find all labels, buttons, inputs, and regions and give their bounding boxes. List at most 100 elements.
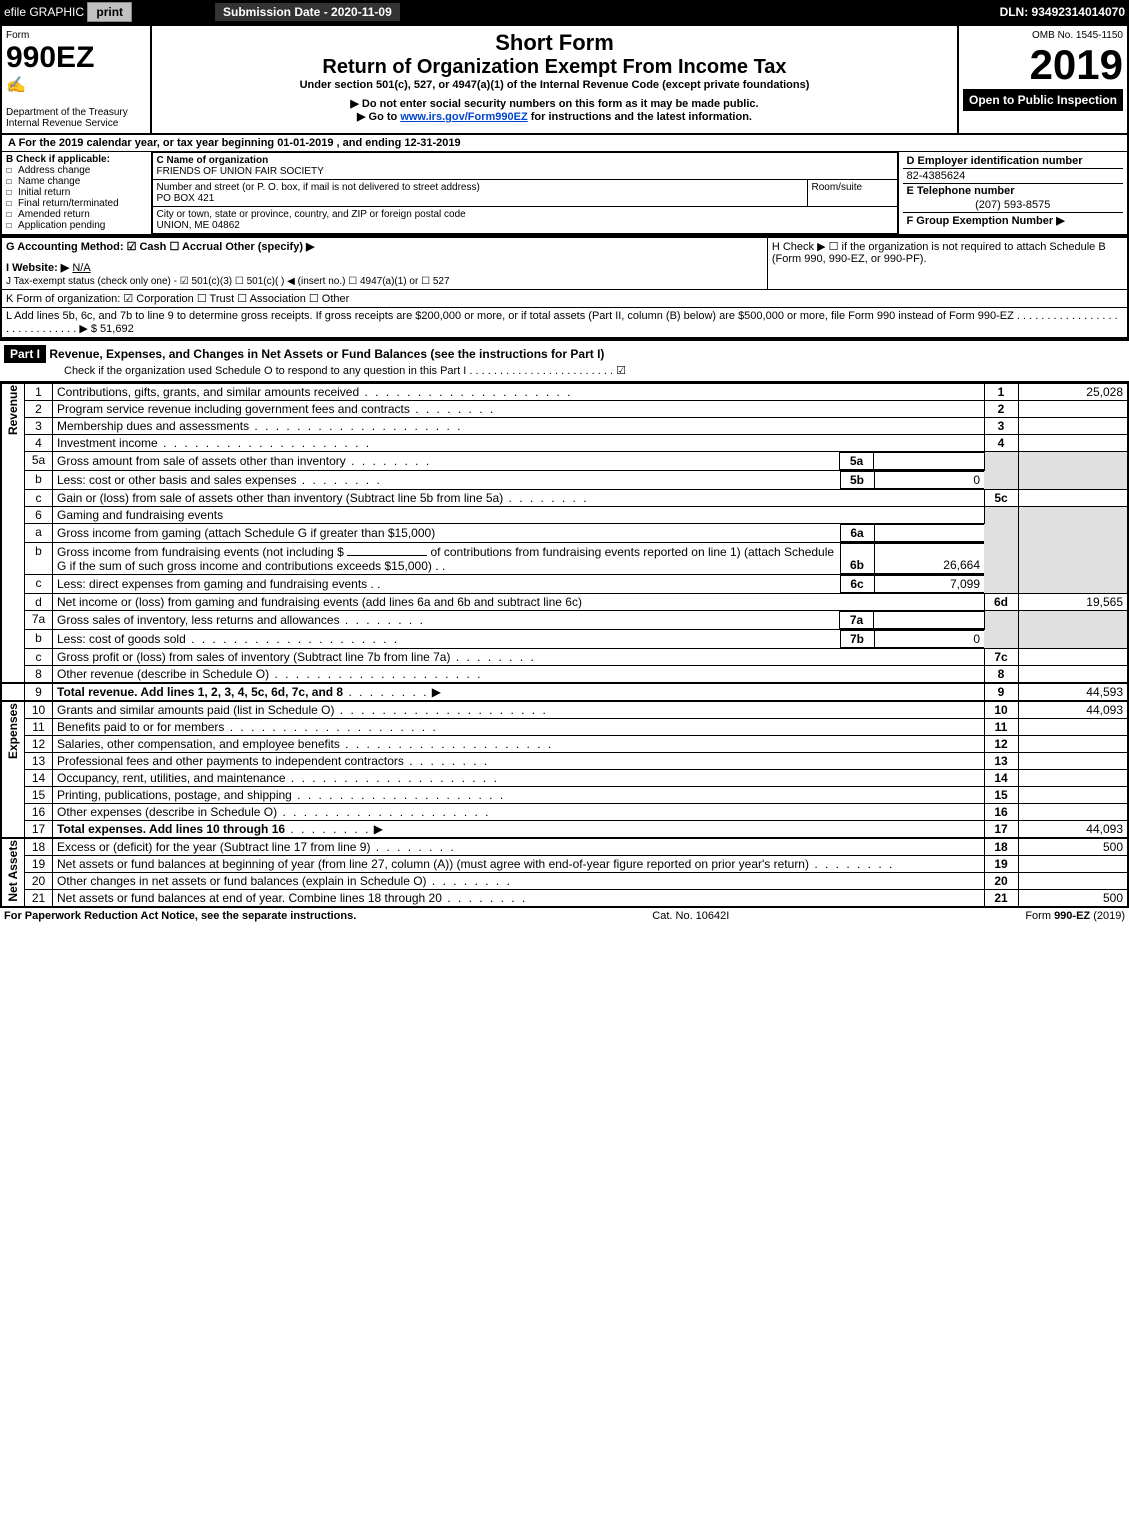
line-h: H Check ▶ ☐ if the organization is not r… xyxy=(767,237,1128,290)
form-word: Form xyxy=(6,30,146,41)
website-value: N/A xyxy=(72,262,90,274)
tax-year: 2019 xyxy=(963,41,1123,89)
goto-line: ▶ Go to www.irs.gov/Form990EZ for instru… xyxy=(156,110,953,123)
line-1-amount: 25,028 xyxy=(1018,383,1128,401)
box-c-label: C Name of organization xyxy=(157,155,269,166)
line-15-amount xyxy=(1018,787,1128,804)
line-20-desc: Other changes in net assets or fund bala… xyxy=(57,874,427,888)
street-label: Number and street (or P. O. box, if mail… xyxy=(157,182,480,193)
box-c-table: C Name of organization FRIENDS OF UNION … xyxy=(152,152,898,234)
part-1-table: Revenue 1 Contributions, gifts, grants, … xyxy=(0,382,1129,908)
line-10-desc: Grants and similar amounts paid (list in… xyxy=(57,703,548,717)
pra-notice: For Paperwork Reduction Act Notice, see … xyxy=(4,910,356,922)
line-l: L Add lines 5b, 6c, and 7b to line 9 to … xyxy=(1,308,1128,339)
line-3-amount xyxy=(1018,418,1128,435)
line-7c-desc: Gross profit or (loss) from sales of inv… xyxy=(57,650,536,664)
part-1-title: Revenue, Expenses, and Changes in Net As… xyxy=(49,347,604,361)
line-6-desc: Gaming and fundraising events xyxy=(53,507,985,524)
line-19-desc: Net assets or fund balances at beginning… xyxy=(57,857,809,871)
line-6c-desc: Less: direct expenses from gaming and fu… xyxy=(57,577,367,591)
cat-number: Cat. No. 10642I xyxy=(652,910,729,922)
line-7a-inner-amount xyxy=(874,612,984,629)
line-2-desc: Program service revenue including govern… xyxy=(57,402,495,416)
line-12-desc: Salaries, other compensation, and employ… xyxy=(57,737,553,751)
line-5b-desc: Less: cost or other basis and sales expe… xyxy=(57,473,382,487)
print-button[interactable]: print xyxy=(87,2,132,22)
return-title: Return of Organization Exempt From Incom… xyxy=(156,56,953,79)
line-j: J Tax-exempt status (check only one) - ☑… xyxy=(6,276,763,287)
short-form-title: Short Form xyxy=(156,30,953,56)
warning-text: ▶ Do not enter social security numbers o… xyxy=(156,97,953,110)
line-7b-desc: Less: cost of goods sold xyxy=(57,632,399,646)
efile-label: efile GRAPHIC xyxy=(4,5,84,19)
line-19-amount xyxy=(1018,856,1128,873)
net-assets-section-label: Net Assets xyxy=(6,840,20,902)
line-7a-desc: Gross sales of inventory, less returns a… xyxy=(57,613,425,627)
line-11-amount xyxy=(1018,719,1128,736)
line-10-amount: 44,093 xyxy=(1018,701,1128,719)
check-initial-return[interactable]: ☐ Initial return xyxy=(6,187,147,198)
check-final-return[interactable]: ☐ Final return/terminated xyxy=(6,198,147,209)
line-5b-inner-amount: 0 xyxy=(874,472,984,489)
line-14-amount xyxy=(1018,770,1128,787)
line-1-col: 1 xyxy=(984,383,1018,401)
line-17-desc: Total expenses. Add lines 10 through 16 xyxy=(57,822,285,836)
line-i-label: I Website: ▶ xyxy=(6,262,69,274)
line-4-amount xyxy=(1018,435,1128,452)
line-6c-inner-amount: 7,099 xyxy=(874,576,984,593)
line-13-amount xyxy=(1018,753,1128,770)
line-3-desc: Membership dues and assessments xyxy=(57,419,462,433)
submission-date-badge: Submission Date - 2020-11-09 xyxy=(214,2,401,22)
entity-info-block: B Check if applicable: ☐ Address change … xyxy=(0,152,1129,236)
group-exemption-label: F Group Exemption Number ▶ xyxy=(903,213,1124,229)
check-application-pending[interactable]: ☐ Application pending xyxy=(6,220,147,231)
line-5c-desc: Gain or (loss) from sale of assets other… xyxy=(57,491,589,505)
open-inspection-badge: Open to Public Inspection xyxy=(963,89,1123,111)
line-6a-desc: Gross income from gaming (attach Schedul… xyxy=(53,525,840,542)
box-d-table: D Employer identification number 82-4385… xyxy=(903,154,1124,228)
check-name-change[interactable]: ☐ Name change xyxy=(6,176,147,187)
status-block: G Accounting Method: ☑ Cash ☐ Accrual Ot… xyxy=(0,236,1129,339)
line-9-amount: 44,593 xyxy=(1018,683,1128,701)
line-21-desc: Net assets or fund balances at end of ye… xyxy=(57,891,442,905)
phone-label: E Telephone number xyxy=(903,184,1124,199)
line-5c-amount xyxy=(1018,490,1128,507)
line-21-amount: 500 xyxy=(1018,890,1128,908)
check-address-change[interactable]: ☐ Address change xyxy=(6,165,147,176)
phone-value: (207) 593-8575 xyxy=(903,198,1124,213)
line-1-num: 1 xyxy=(25,383,53,401)
city-value: UNION, ME 04862 xyxy=(157,220,240,231)
part-1-check-o: Check if the organization used Schedule … xyxy=(64,365,626,377)
line-16-desc: Other expenses (describe in Schedule O) xyxy=(57,805,490,819)
line-18-amount: 500 xyxy=(1018,838,1128,856)
line-14-desc: Occupancy, rent, utilities, and maintena… xyxy=(57,771,499,785)
line-15-desc: Printing, publications, postage, and shi… xyxy=(57,788,505,802)
line-6d-desc: Net income or (loss) from gaming and fun… xyxy=(53,594,985,611)
line-16-amount xyxy=(1018,804,1128,821)
line-11-desc: Benefits paid to or for members xyxy=(57,720,438,734)
line-8-desc: Other revenue (describe in Schedule O) xyxy=(57,667,482,681)
ein-label: D Employer identification number xyxy=(903,154,1124,169)
room-suite-label: Room/suite xyxy=(807,180,897,207)
line-17-amount: 44,093 xyxy=(1018,821,1128,839)
revenue-section-label: Revenue xyxy=(6,385,20,435)
part-1-header: Part I Revenue, Expenses, and Changes in… xyxy=(0,339,1129,382)
line-12-amount xyxy=(1018,736,1128,753)
page-footer: For Paperwork Reduction Act Notice, see … xyxy=(0,908,1129,924)
under-section: Under section 501(c), 527, or 4947(a)(1)… xyxy=(156,79,953,91)
line-6b-inner-amount: 26,664 xyxy=(874,544,984,574)
line-6d-amount: 19,565 xyxy=(1018,594,1128,611)
org-name: FRIENDS OF UNION FAIR SOCIETY xyxy=(157,166,324,177)
irs-label: Internal Revenue Service xyxy=(6,118,146,129)
expenses-section-label: Expenses xyxy=(6,703,20,759)
check-amended-return[interactable]: ☐ Amended return xyxy=(6,209,147,220)
line-20-amount xyxy=(1018,873,1128,890)
line-6a-inner-amount xyxy=(874,525,984,542)
line-18-desc: Excess or (deficit) for the year (Subtra… xyxy=(57,840,370,854)
top-bar: efile GRAPHIC print Submission Date - 20… xyxy=(0,0,1129,24)
part-1-badge: Part I xyxy=(4,345,46,363)
line-8-amount xyxy=(1018,666,1128,684)
line-5a-desc: Gross amount from sale of assets other t… xyxy=(57,454,431,468)
street-value: PO BOX 421 xyxy=(157,193,215,204)
irs-link[interactable]: www.irs.gov/Form990EZ xyxy=(400,111,527,123)
